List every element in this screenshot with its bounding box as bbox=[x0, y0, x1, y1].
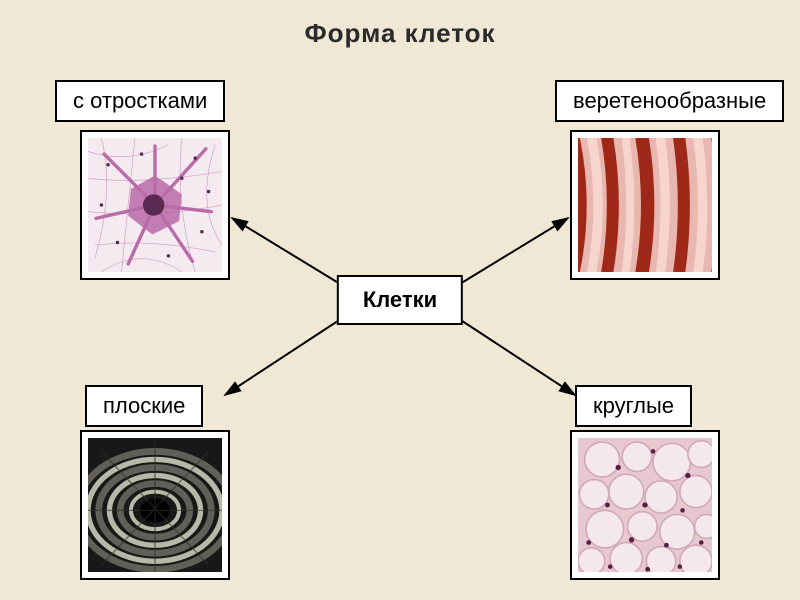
tile-round bbox=[570, 430, 720, 580]
neuron-icon bbox=[88, 138, 222, 272]
tile-processes bbox=[80, 130, 230, 280]
round-icon bbox=[578, 438, 712, 572]
page-title: Форма клеток bbox=[304, 18, 495, 49]
spindle-icon bbox=[578, 138, 712, 272]
flat-icon bbox=[88, 438, 222, 572]
label-spindle: веретенообразные bbox=[555, 80, 784, 122]
label-processes: с отростками bbox=[55, 80, 225, 122]
label-flat: плоские bbox=[85, 385, 203, 427]
tile-flat bbox=[80, 430, 230, 580]
label-round: круглые bbox=[575, 385, 692, 427]
tile-spindle bbox=[570, 130, 720, 280]
center-node: Клетки bbox=[337, 275, 463, 325]
